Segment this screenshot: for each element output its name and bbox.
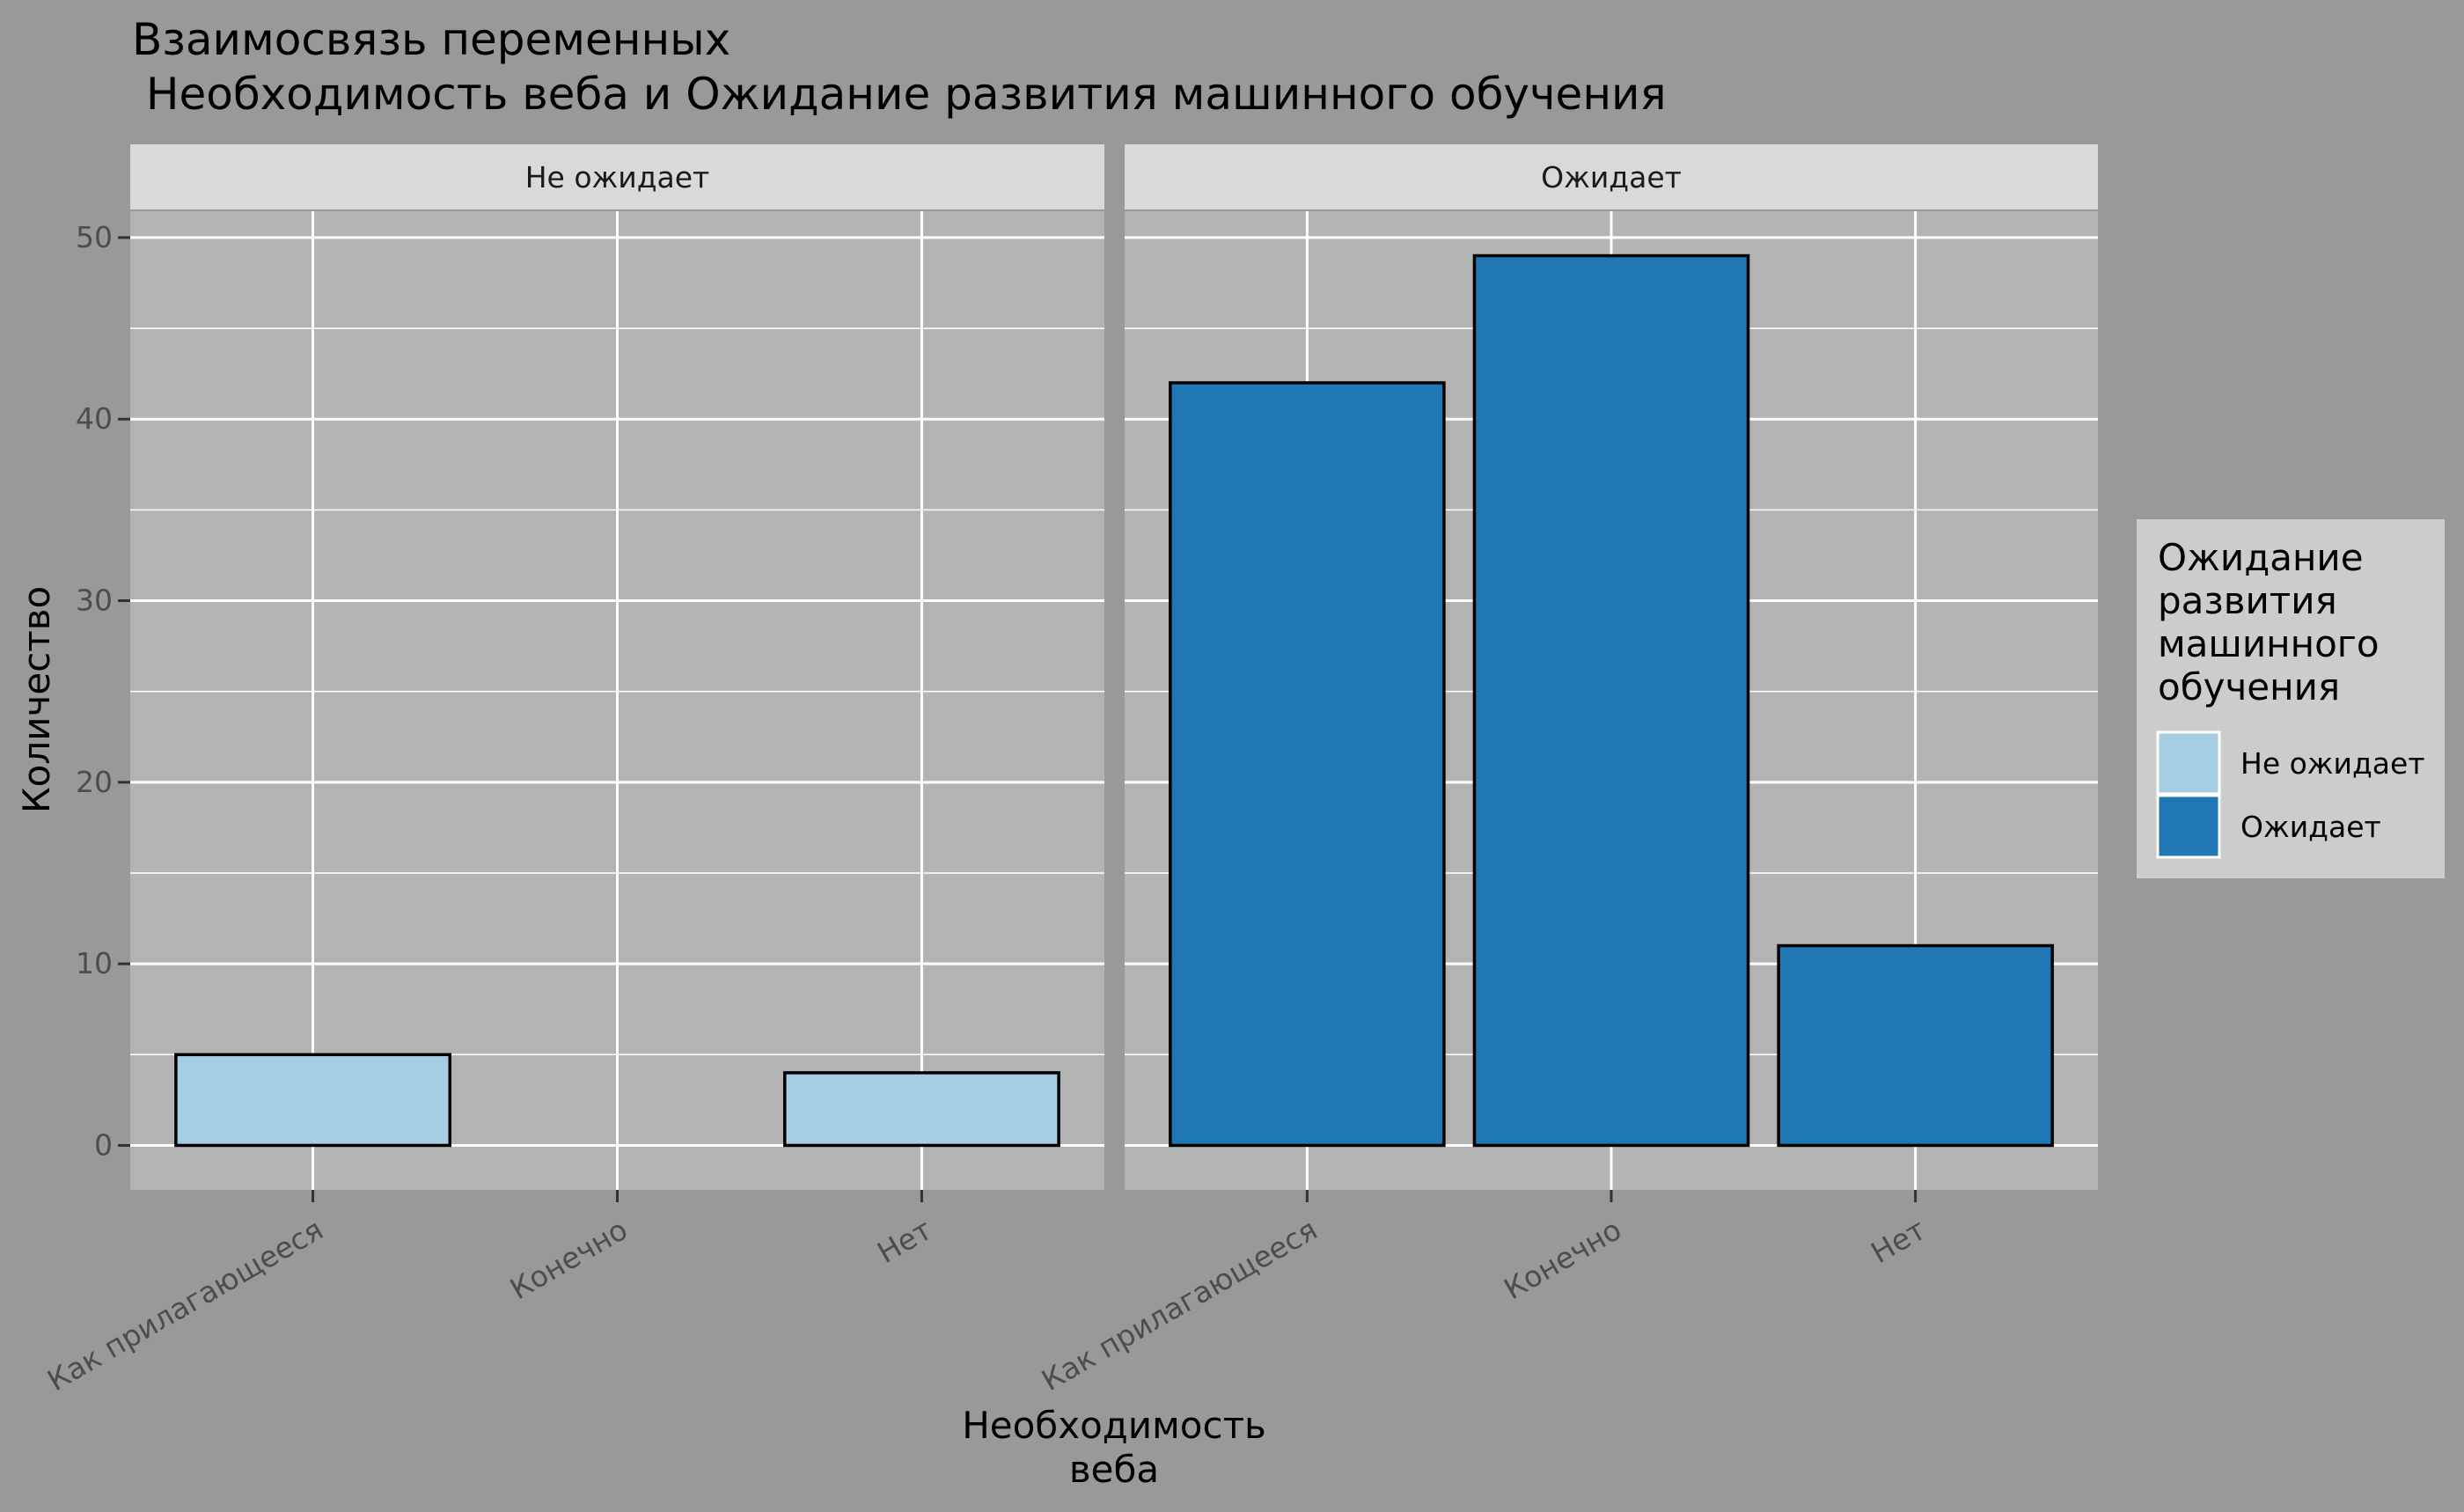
y-axis-title: Количество (15, 586, 58, 813)
title-line-1: Взаимосвязь переменных (132, 14, 730, 65)
legend-key (2156, 730, 2221, 796)
y-axis: 0 10 20 30 40 50 (76, 220, 130, 1162)
legend-title-line: развития (2158, 579, 2337, 622)
bar (174, 1053, 451, 1148)
bar (1472, 253, 1750, 1148)
legend-title: Ожидание развития машинного обучения (2158, 536, 2380, 708)
y-tick-label: 40 (76, 401, 113, 436)
y-tick-label: 20 (76, 765, 113, 799)
facet-panel: Ожидает (1125, 144, 2098, 1190)
bar (1777, 943, 2054, 1148)
legend-label: Не ожидает (2240, 746, 2425, 781)
legend-title-line: машинного (2158, 622, 2380, 665)
facet-strip (1125, 144, 2098, 209)
legend-title-line: Ожидание (2158, 536, 2364, 579)
y-tick-label: 0 (94, 1127, 113, 1162)
y-tick-label: 50 (76, 220, 113, 254)
y-tick-label: 30 (76, 584, 113, 618)
chart-title: Взаимосвязь переменных Необходимость веб… (132, 14, 1667, 120)
x-axis-title: Необходимость веба (962, 1404, 1266, 1491)
legend-title-line: обучения (2158, 665, 2340, 708)
y-tick-label: 10 (76, 946, 113, 980)
facet-strip (130, 144, 1104, 209)
legend-key (2156, 794, 2221, 859)
facet-strip-label: Не ожидает (525, 160, 710, 195)
legend: Ожидание развития машинного обучения Не ожид… (2137, 519, 2445, 878)
title-line-2: Необходимость веба и Ожидание развития м… (132, 69, 1667, 120)
facet-strip-label: Ожидает (1541, 160, 1682, 195)
x-axis-title-line: Необходимость (962, 1404, 1266, 1447)
facet-panel: Не ожидает (130, 144, 1104, 1190)
bar (1169, 381, 1446, 1148)
legend-label: Ожидает (2240, 810, 2381, 844)
bar (783, 1071, 1060, 1148)
x-axis-title-line: веба (1069, 1448, 1159, 1491)
facet-panels: Не ожидает Ожидает (130, 144, 2098, 1190)
